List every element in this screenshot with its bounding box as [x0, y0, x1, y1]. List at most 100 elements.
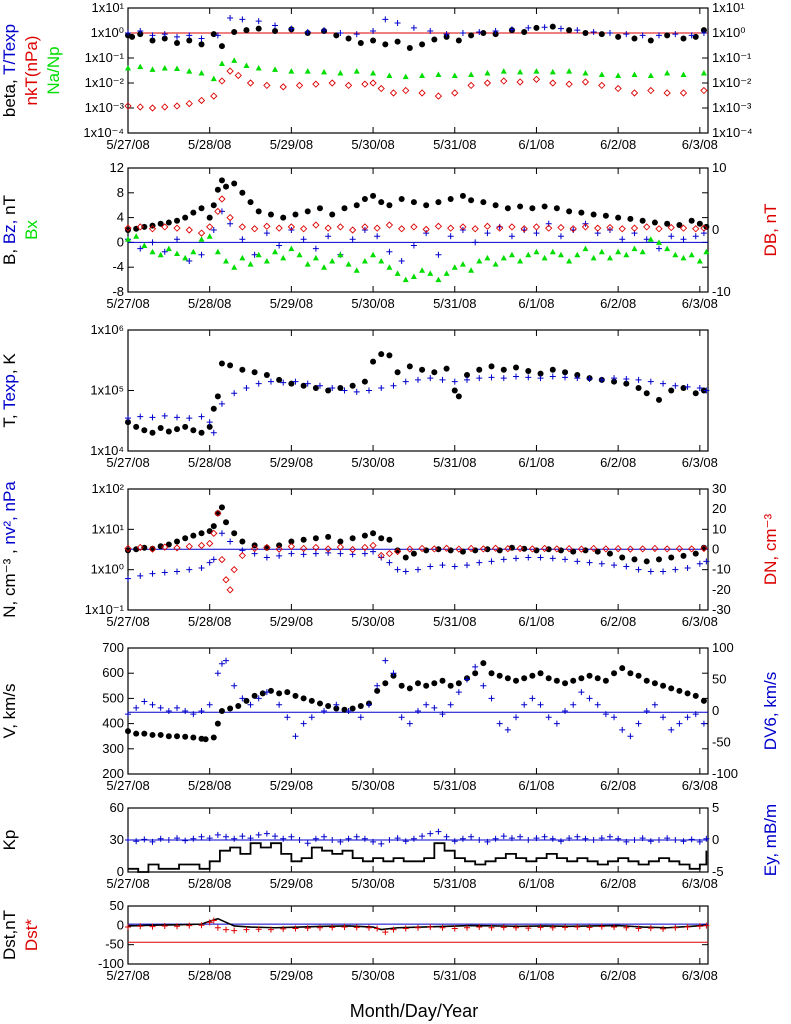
series-na-np — [125, 57, 707, 82]
data-point — [280, 379, 287, 386]
axis-label-part: Kp — [0, 830, 19, 851]
data-point — [508, 26, 515, 33]
y-tick-label: 1x10² — [91, 481, 124, 496]
x-tick-label: 5/31/08 — [433, 876, 476, 891]
data-point — [198, 708, 205, 714]
data-point — [398, 196, 405, 202]
data-point — [186, 258, 193, 264]
data-point — [370, 192, 377, 199]
data-point — [517, 258, 524, 264]
y-tick-label-right: 50 — [712, 672, 726, 687]
data-point — [451, 563, 458, 570]
data-point — [325, 387, 332, 394]
data-point — [125, 227, 131, 233]
data-point — [370, 530, 377, 537]
data-point — [484, 838, 491, 845]
data-point — [161, 412, 168, 419]
data-point — [182, 708, 189, 714]
data-point — [459, 192, 466, 199]
y-tick-label-right: -20 — [712, 582, 731, 597]
data-point — [692, 225, 700, 233]
data-point — [553, 545, 561, 553]
data-point — [680, 236, 687, 243]
data-point — [386, 248, 393, 255]
data-point — [365, 387, 372, 394]
data-point — [468, 833, 475, 840]
data-point — [296, 837, 303, 843]
data-point — [672, 924, 679, 931]
data-point — [577, 545, 586, 553]
data-point — [157, 251, 164, 258]
series-nv2 — [125, 530, 710, 582]
data-point — [333, 32, 340, 39]
panel-0: 5/27/08 5/28/08 5/29/08 5/30/08 5/31/08 6/1/0… — [0, 0, 753, 152]
data-point — [611, 924, 618, 931]
data-point — [206, 539, 214, 548]
data-point — [435, 546, 442, 553]
x-tick-label: 5/27/08 — [106, 455, 149, 470]
data-point — [198, 530, 205, 537]
data-point — [263, 544, 270, 551]
x-tick-label: 5/29/08 — [270, 614, 313, 629]
y-tick-label-right: 1x10⁻³ — [712, 100, 752, 115]
x-tick-label: 5/29/08 — [270, 876, 313, 891]
x-tick-label: 6/1/08 — [518, 876, 554, 891]
data-point — [300, 695, 307, 702]
x-tick-label: 6/2/08 — [600, 968, 636, 983]
data-point — [149, 429, 156, 436]
x-tick-label: 5/29/08 — [270, 137, 313, 152]
data-point — [255, 64, 262, 71]
data-point — [430, 545, 438, 553]
axis-label-part: Texp — [0, 374, 19, 410]
data-point — [398, 258, 405, 264]
axis-label-part: DB, nT — [761, 204, 780, 257]
data-point — [582, 245, 589, 252]
data-point — [451, 89, 459, 97]
data-point — [423, 230, 430, 237]
y-tick-label: 500 — [102, 690, 124, 705]
data-point — [521, 675, 528, 682]
data-point — [623, 924, 630, 931]
data-point — [149, 923, 156, 930]
data-point — [574, 251, 581, 258]
data-point — [304, 28, 311, 35]
data-point — [218, 708, 225, 714]
data-point — [206, 528, 213, 535]
data-point — [700, 30, 707, 36]
x-tick-label: 5/29/08 — [270, 968, 313, 983]
data-point — [312, 550, 319, 557]
data-point — [250, 544, 259, 553]
data-point — [663, 89, 671, 97]
data-point — [210, 227, 217, 233]
data-point — [353, 924, 360, 931]
data-point — [210, 529, 218, 538]
data-point — [141, 730, 148, 737]
y-axis-label: Dst,nT — [0, 910, 19, 960]
y-tick-label: 1x10⁵ — [90, 383, 124, 398]
data-point — [488, 363, 495, 370]
y-tick-label: 400 — [102, 716, 124, 731]
data-point — [300, 536, 307, 543]
data-point — [684, 383, 691, 390]
data-point — [574, 924, 581, 931]
data-point — [394, 369, 401, 376]
data-point — [468, 32, 475, 39]
data-point — [484, 70, 491, 76]
data-point — [419, 267, 426, 273]
data-point — [165, 837, 172, 843]
data-point — [255, 380, 262, 387]
data-point — [442, 544, 451, 552]
y-tick-label-right: 1x10¹ — [712, 0, 745, 15]
data-point — [361, 835, 368, 842]
data-point — [218, 530, 225, 537]
data-point — [464, 372, 471, 379]
x-tick-label: 5/28/08 — [188, 614, 231, 629]
data-point — [443, 31, 450, 38]
data-point — [361, 378, 368, 385]
data-point — [623, 375, 630, 382]
data-point — [484, 230, 491, 237]
data-point — [672, 251, 679, 258]
y-tick-label: -8 — [112, 284, 124, 299]
data-point — [598, 248, 605, 255]
data-point — [415, 708, 421, 714]
